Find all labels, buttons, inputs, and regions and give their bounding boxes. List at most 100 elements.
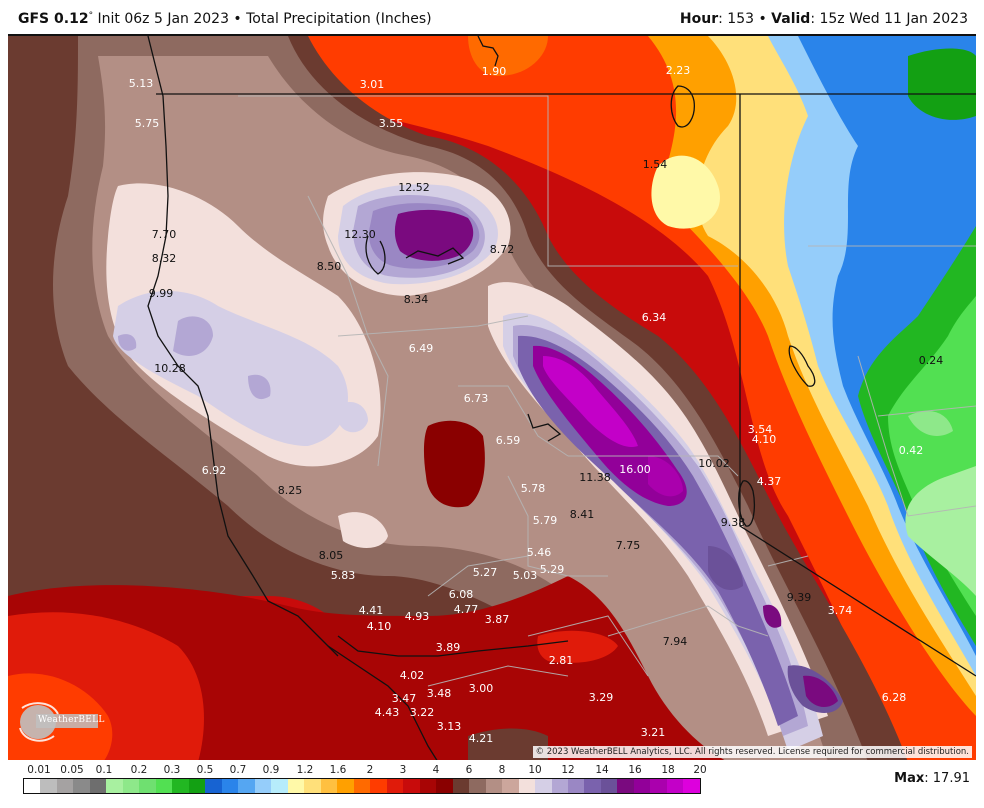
legend-swatch <box>584 779 601 793</box>
precip-value-label: 8.72 <box>489 243 515 256</box>
precip-value-label: 3.54 <box>747 423 773 436</box>
legend-swatch <box>337 779 354 793</box>
precip-value-label: 0.24 <box>918 354 944 367</box>
legend-swatch <box>56 779 74 793</box>
map-title: GFS 0.12° Init 06z 5 Jan 2023 • Total Pr… <box>18 11 432 27</box>
weatherbell-logo: WeatherBELL <box>14 698 104 744</box>
legend-swatch <box>238 779 255 793</box>
legend-swatch <box>600 779 618 793</box>
precip-value-label: 3.22 <box>409 706 435 719</box>
precip-value-label: 9.39 <box>786 591 812 604</box>
legend-tick: 6 <box>465 764 473 776</box>
precip-value-label: 6.73 <box>463 392 489 405</box>
legend-tick: 8 <box>498 764 506 776</box>
precip-value-label: 5.83 <box>330 569 356 582</box>
legend-swatch <box>40 779 57 793</box>
precip-value-label: 3.74 <box>827 604 853 617</box>
precip-value-label: 4.02 <box>399 669 425 682</box>
precip-value-label: 4.43 <box>374 706 400 719</box>
legend-swatch <box>304 779 321 793</box>
legend-swatch <box>419 779 437 793</box>
precip-value-label: 2.81 <box>548 654 574 667</box>
legend-tick: 12 <box>561 764 575 776</box>
swirl-logo-icon <box>19 702 98 742</box>
precip-value-label: 3.21 <box>640 726 666 739</box>
legend-swatch <box>353 779 371 793</box>
legend-tick: 0.9 <box>262 764 280 776</box>
logo-text: WeatherBELL <box>38 715 105 725</box>
precip-value-label: 3.01 <box>359 78 385 91</box>
precip-value-label: 7.70 <box>151 228 177 241</box>
model-name: GFS 0.12 <box>18 11 89 27</box>
precip-value-label: 3.29 <box>588 691 614 704</box>
precip-value-label: 7.75 <box>615 539 641 552</box>
legend-tick: 16 <box>628 764 642 776</box>
legend-tick: 0.1 <box>95 764 113 776</box>
map-header: GFS 0.12° Init 06z 5 Jan 2023 • Total Pr… <box>0 0 984 34</box>
precip-value-label: 10.28 <box>154 362 186 375</box>
init-and-product: Init 06z 5 Jan 2023 • Total Precipitatio… <box>93 11 432 27</box>
legend-swatch <box>188 779 206 793</box>
precip-value-label: 9.38 <box>720 516 746 529</box>
precip-value-label: 6.34 <box>641 311 667 324</box>
precip-value-label: 5.27 <box>472 566 498 579</box>
legend-swatch <box>370 779 387 793</box>
precip-value-label: 0.42 <box>898 444 924 457</box>
legend-tick: 0.2 <box>130 764 148 776</box>
precip-value-label: 12.52 <box>398 181 430 194</box>
legend-tick: 1.6 <box>329 764 347 776</box>
legend-swatch <box>452 779 470 793</box>
valid-label: Valid <box>771 11 811 27</box>
precip-value-label: 3.47 <box>391 692 417 705</box>
legend-tick: 10 <box>528 764 542 776</box>
precip-value-label: 5.75 <box>134 117 160 130</box>
legend-swatch <box>567 779 585 793</box>
copyright-notice: © 2023 WeatherBELL Analytics, LLC. All r… <box>532 746 972 758</box>
legend-swatch <box>650 779 667 793</box>
legend-swatch <box>666 779 684 793</box>
precip-value-label: 4.21 <box>468 732 494 745</box>
legend-tick: 0.01 <box>27 764 51 776</box>
legend-tick-labels: 0.01 0.05 0.1 0.2 0.3 0.5 0.7 0.9 1.2 1.6 2 3 4 6 8 10 1… <box>22 764 706 778</box>
precipitation-map[interactable]: 5.13 3.01 1.90 2.23 5.75 3.55 1.54 12.52 7.70 12.… <box>8 34 976 760</box>
legend-swatch <box>139 779 156 793</box>
legend-swatch <box>89 779 107 793</box>
legend-tick: 0.5 <box>196 764 214 776</box>
precip-value-label: 16.00 <box>619 463 651 476</box>
legend-swatch <box>73 779 90 793</box>
precip-value-label: 4.93 <box>404 610 430 623</box>
legend-swatch <box>633 779 651 793</box>
precip-value-label: 10.02 <box>698 457 730 470</box>
precip-value-label: 11.38 <box>579 471 611 484</box>
legend-swatch <box>271 779 288 793</box>
legend-swatch <box>551 779 568 793</box>
precip-value-label: 5.03 <box>512 569 538 582</box>
precip-value-label: 6.59 <box>495 434 521 447</box>
precip-value-label: 12.30 <box>344 228 376 241</box>
precip-value-label: 6.08 <box>448 588 474 601</box>
legend-swatch <box>205 779 222 793</box>
legend-swatch <box>122 779 140 793</box>
precip-value-label: 4.37 <box>756 475 782 488</box>
legend-swatch <box>221 779 239 793</box>
precip-value-label: 6.92 <box>201 464 227 477</box>
precip-value-label: 5.29 <box>539 563 565 576</box>
legend-tick: 2 <box>366 764 374 776</box>
hour-value: : 153 • <box>718 11 772 27</box>
precip-value-label: 4.10 <box>751 433 777 446</box>
precip-value-label: 5.13 <box>128 77 154 90</box>
legend-swatch <box>683 779 700 793</box>
legend-color-bar <box>23 778 701 794</box>
legend-swatch <box>155 779 173 793</box>
legend-swatch <box>617 779 634 793</box>
precip-value-label: 8.32 <box>151 252 177 265</box>
legend-swatch <box>485 779 503 793</box>
max-value: Max: 17.91 <box>894 771 970 786</box>
legend-swatch <box>254 779 272 793</box>
legend-tick: 20 <box>693 764 707 776</box>
precip-value-label: 1.90 <box>481 65 507 78</box>
precip-value-label: 3.89 <box>435 641 461 654</box>
precip-value-label: 3.48 <box>426 687 452 700</box>
forecast-validity: Hour: 153 • Valid: 15z Wed 11 Jan 2023 <box>680 11 968 27</box>
valid-value: : 15z Wed 11 Jan 2023 <box>810 11 968 27</box>
